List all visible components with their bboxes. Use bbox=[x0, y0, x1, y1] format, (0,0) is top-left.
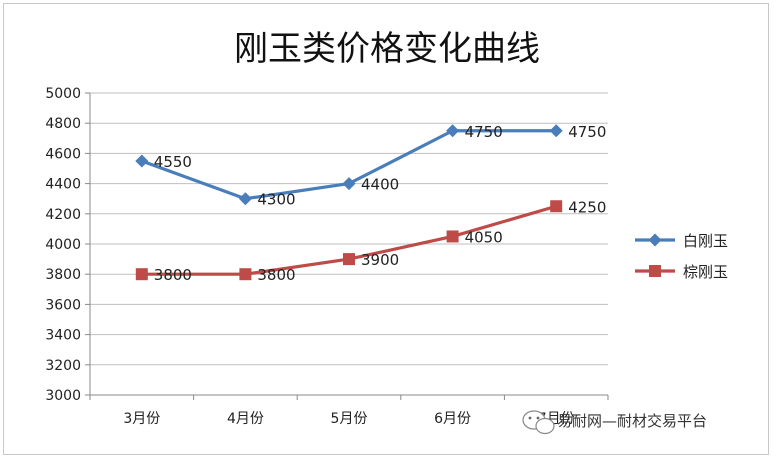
data-label: 4050 bbox=[465, 228, 503, 246]
legend-label: 白刚玉 bbox=[683, 232, 728, 250]
y-tick-label: 5000 bbox=[45, 86, 81, 102]
x-tick-label: 5月份 bbox=[331, 411, 368, 427]
gridlines bbox=[90, 92, 608, 396]
data-label: 4750 bbox=[465, 123, 503, 141]
x-tick-label: 6月份 bbox=[434, 411, 471, 427]
y-tick-label: 3800 bbox=[45, 267, 81, 283]
data-label: 4250 bbox=[568, 198, 606, 216]
y-tick-label: 4000 bbox=[45, 237, 81, 253]
data-label: 3900 bbox=[361, 251, 399, 269]
data-point bbox=[238, 192, 252, 206]
y-tick-label: 4200 bbox=[45, 207, 81, 223]
y-tick-label: 3000 bbox=[45, 388, 81, 404]
data-point bbox=[135, 154, 149, 168]
data-point bbox=[239, 268, 252, 281]
y-tick-label: 4800 bbox=[45, 116, 81, 132]
series-layer: 4550 4300 4400 4750 4750 3800 3800 3900 4050 4250 bbox=[135, 123, 606, 284]
y-tick-label: 4400 bbox=[45, 177, 81, 193]
data-label: 4300 bbox=[257, 191, 295, 209]
wechat-icon bbox=[522, 410, 555, 435]
legend-label: 棕刚玉 bbox=[683, 263, 728, 281]
watermark-text: 易耐网—耐材交易平台 bbox=[557, 412, 707, 430]
data-label: 3800 bbox=[154, 266, 192, 284]
legend-item: 白刚玉 bbox=[635, 232, 728, 250]
data-label: 3800 bbox=[257, 266, 295, 284]
data-point bbox=[342, 177, 356, 191]
legend-item: 棕刚玉 bbox=[635, 263, 728, 281]
data-label: 4400 bbox=[361, 176, 399, 194]
data-point bbox=[135, 268, 148, 281]
y-axis: 3000 3200 3400 3600 3800 4000 4200 4400 4600 4800… bbox=[45, 86, 91, 404]
chart-frame: 刚玉类价格变化曲线 3000 3200 3400 3600 3800 4000 4200 44… bbox=[3, 3, 769, 455]
y-tick-label: 3200 bbox=[45, 358, 81, 374]
data-label: 4750 bbox=[568, 123, 606, 141]
watermark: 易耐网—耐材交易平台 bbox=[522, 410, 707, 435]
chart-title: 刚玉类价格变化曲线 bbox=[234, 29, 540, 69]
data-point bbox=[549, 124, 563, 138]
legend-marker bbox=[648, 233, 662, 247]
y-tick-label: 3400 bbox=[45, 328, 81, 344]
series-2: 3800 3800 3900 4050 4250 bbox=[135, 198, 606, 284]
y-tick-label: 4600 bbox=[45, 146, 81, 162]
legend-marker bbox=[649, 265, 661, 277]
data-point bbox=[550, 200, 563, 213]
line-chart: 刚玉类价格变化曲线 3000 3200 3400 3600 3800 4000 4200 44… bbox=[45, 29, 728, 435]
series-1: 4550 4300 4400 4750 4750 bbox=[135, 123, 606, 209]
data-label: 4550 bbox=[154, 153, 192, 171]
x-tick-label: 4月份 bbox=[227, 411, 264, 427]
data-point bbox=[446, 230, 459, 243]
data-point bbox=[343, 253, 355, 266]
data-point bbox=[446, 124, 460, 138]
x-tick-label: 3月份 bbox=[123, 411, 160, 427]
y-tick-label: 3600 bbox=[45, 297, 81, 313]
